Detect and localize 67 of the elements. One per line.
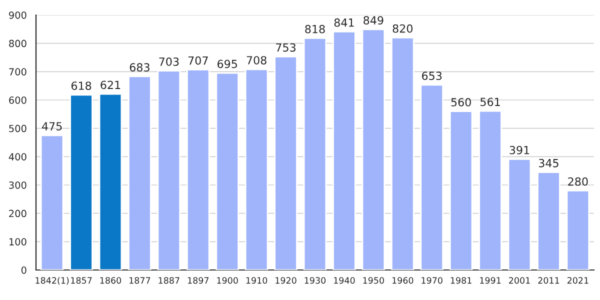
x-tick-label: 1897 — [188, 277, 209, 284]
bar — [478, 110, 502, 270]
bar — [303, 38, 327, 270]
bar — [70, 94, 93, 270]
data-label: 683 — [130, 63, 150, 72]
y-tick-label: 400 — [8, 153, 26, 160]
data-label: 753 — [276, 43, 296, 52]
x-tick-label: 2021 — [567, 277, 588, 284]
data-label: 818 — [305, 24, 325, 34]
data-label: 707 — [188, 56, 208, 65]
data-label: 841 — [334, 18, 354, 27]
bar — [420, 84, 444, 270]
bar — [332, 31, 356, 270]
x-tick-label: 1860 — [100, 277, 122, 284]
x-tick-label: 1970 — [422, 277, 442, 284]
x-tick-label: 2011 — [538, 277, 560, 284]
data-label: 695 — [218, 60, 237, 68]
y-tick-label: 600 — [9, 96, 26, 104]
x-tick-label: 1900 — [217, 277, 238, 284]
data-label: 560 — [451, 98, 471, 106]
x-tick-label: 1877 — [130, 277, 150, 284]
x-tick-label: 1991 — [480, 277, 501, 284]
data-label: 561 — [480, 98, 500, 106]
bar — [186, 68, 210, 270]
x-tick-label: 1910 — [246, 277, 268, 284]
data-label: 703 — [159, 57, 179, 66]
data-label: 849 — [364, 16, 384, 25]
y-tick-label: 900 — [9, 11, 26, 19]
y-tick-label: 100 — [9, 238, 26, 246]
bar — [390, 36, 414, 270]
data-label: 653 — [422, 72, 442, 80]
x-tick-label: 1981 — [450, 277, 472, 284]
bar — [40, 134, 64, 270]
bar — [566, 190, 590, 270]
bar — [537, 172, 560, 270]
data-label: 708 — [246, 56, 266, 64]
x-tick-label: 1857 — [71, 277, 92, 284]
data-label: 345 — [538, 158, 558, 168]
bar — [128, 76, 152, 270]
y-tick-label: 700 — [9, 68, 26, 76]
y-tick-label: 200 — [9, 210, 26, 218]
x-tick-label: 1950 — [363, 277, 384, 284]
x-tick-label: 1940 — [334, 277, 355, 284]
data-label: 618 — [71, 82, 92, 90]
bar — [244, 68, 268, 270]
data-label: 280 — [568, 177, 588, 186]
bar — [508, 158, 532, 270]
x-tick-label: 1960 — [392, 277, 414, 284]
bar — [98, 93, 122, 270]
x-tick-label: 1920 — [276, 277, 296, 284]
data-label: 391 — [510, 146, 530, 154]
y-tick-label: 300 — [9, 181, 26, 189]
data-label: 820 — [392, 24, 413, 33]
x-tick-label: 2001 — [509, 277, 530, 284]
data-label: 475 — [42, 122, 62, 130]
y-tick-label: 800 — [9, 40, 26, 48]
x-tick-label: 1842(1) — [36, 276, 69, 285]
bar — [449, 110, 473, 270]
data-label: 621 — [100, 80, 120, 90]
bar — [362, 28, 386, 270]
bar — [274, 56, 298, 270]
x-tick-label: 1887 — [158, 277, 180, 284]
y-tick-label: 500 — [9, 124, 26, 132]
y-tick-label: 0 — [21, 266, 26, 274]
x-tick-label: 1930 — [304, 277, 326, 284]
bar — [157, 70, 181, 270]
bar — [216, 72, 240, 270]
